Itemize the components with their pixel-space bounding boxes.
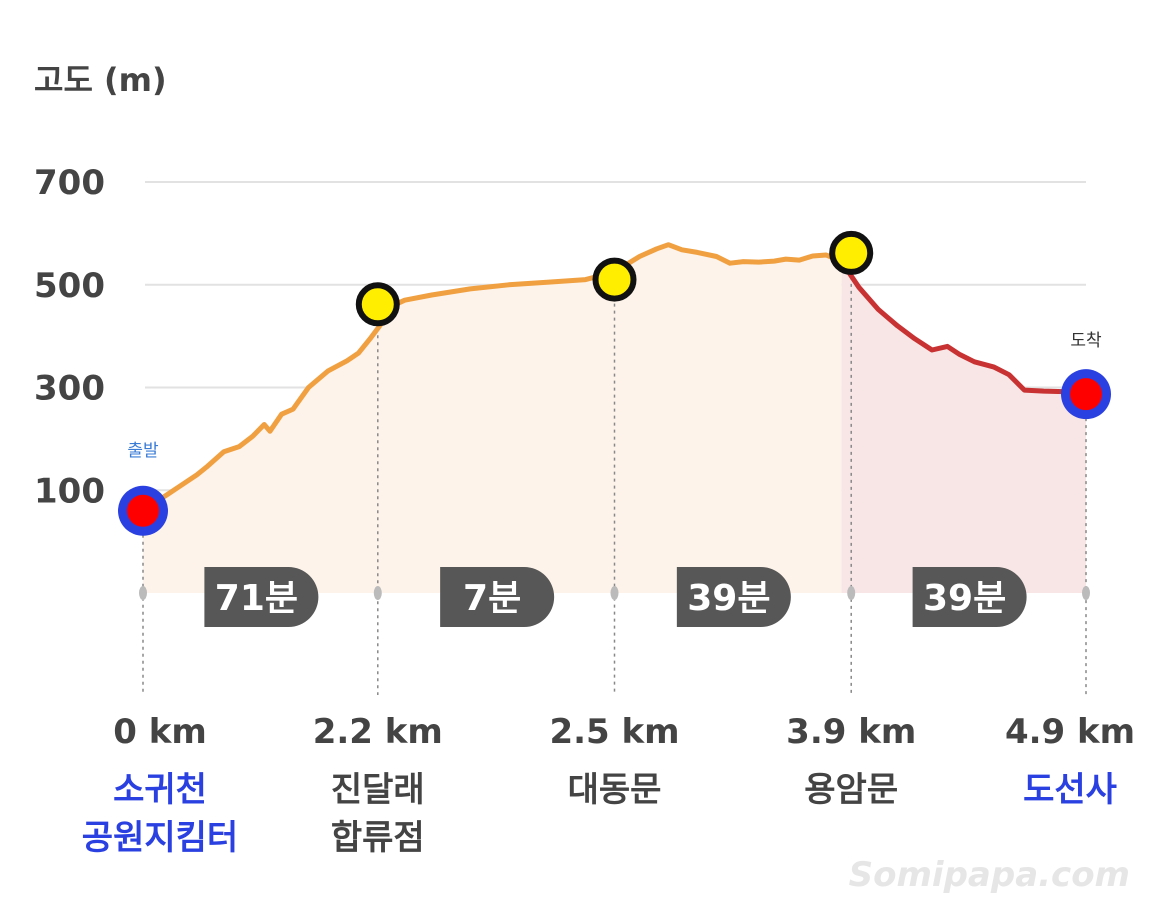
waypoint-name-3-line-0: 용암문 [804,770,898,810]
time-badge-1 [440,567,555,627]
baseline-tick-4 [1082,586,1090,600]
time-badge-0 [204,567,319,627]
watermark: Somipapa.com [849,855,1130,895]
segment-time-badges: 71분 7분 39분 39분 [204,567,1027,627]
waypoint-distance-2: 2.5 km [549,712,679,752]
endpoint-marker-4 [1070,378,1102,411]
waypoint-name-1-line-1: 합류점 [331,818,425,858]
y-tick-label-300: 300 [34,369,105,409]
area-fills [143,244,1086,593]
y-tick-label-100: 100 [34,471,105,511]
elevation-lines [140,242,1089,514]
waypoint-marker-1 [355,282,400,327]
time-badge-label-3: 39분 [923,578,1006,619]
time-badge-label-0: 71분 [215,578,298,619]
ascent-line [140,242,845,514]
waypoint-tag-0: 출발 [127,441,159,461]
waypoint-name-0-line-0: 소귀천 [113,770,207,810]
waypoint-name-2-line-0: 대동문 [568,770,662,810]
y-axis-label: 고도 (m) [34,61,167,99]
y-tick-label-500: 500 [34,266,105,306]
waypoint-name-4-line-0: 도선사 [1023,770,1117,810]
endpoint-marker-0 [127,494,159,527]
waypoint-marker-3 [829,230,874,275]
ascent-area [143,244,842,593]
waypoint-distance-4: 4.9 km [1005,712,1135,752]
time-badge-label-2: 39분 [687,578,770,619]
waypoint-distance-3: 3.9 km [786,712,916,752]
baseline-tick-1 [373,586,382,600]
waypoint-guides [139,276,1090,695]
waypoint-distance-1: 2.2 km [313,712,443,752]
waypoint-tag-4: 도착 [1070,331,1102,351]
baseline-tick-2 [610,586,619,600]
y-tick-label-700: 700 [34,163,105,203]
waypoint-name-0-line-1: 공원지킴터 [82,818,238,858]
waypoint-distance-0: 0 km [113,712,207,752]
baseline-tick-3 [847,586,856,600]
descent-area [841,261,1086,593]
time-badge-3 [912,567,1027,627]
descent-line [839,259,1089,397]
waypoint-name-1-line-0: 진달래 [331,770,425,810]
waypoint-markers: 출발 도착 [118,230,1111,536]
waypoint-marker-2 [592,257,637,302]
baseline-tick-0 [139,586,147,600]
time-badge-2 [676,567,791,627]
time-badge-label-1: 7분 [463,578,521,619]
